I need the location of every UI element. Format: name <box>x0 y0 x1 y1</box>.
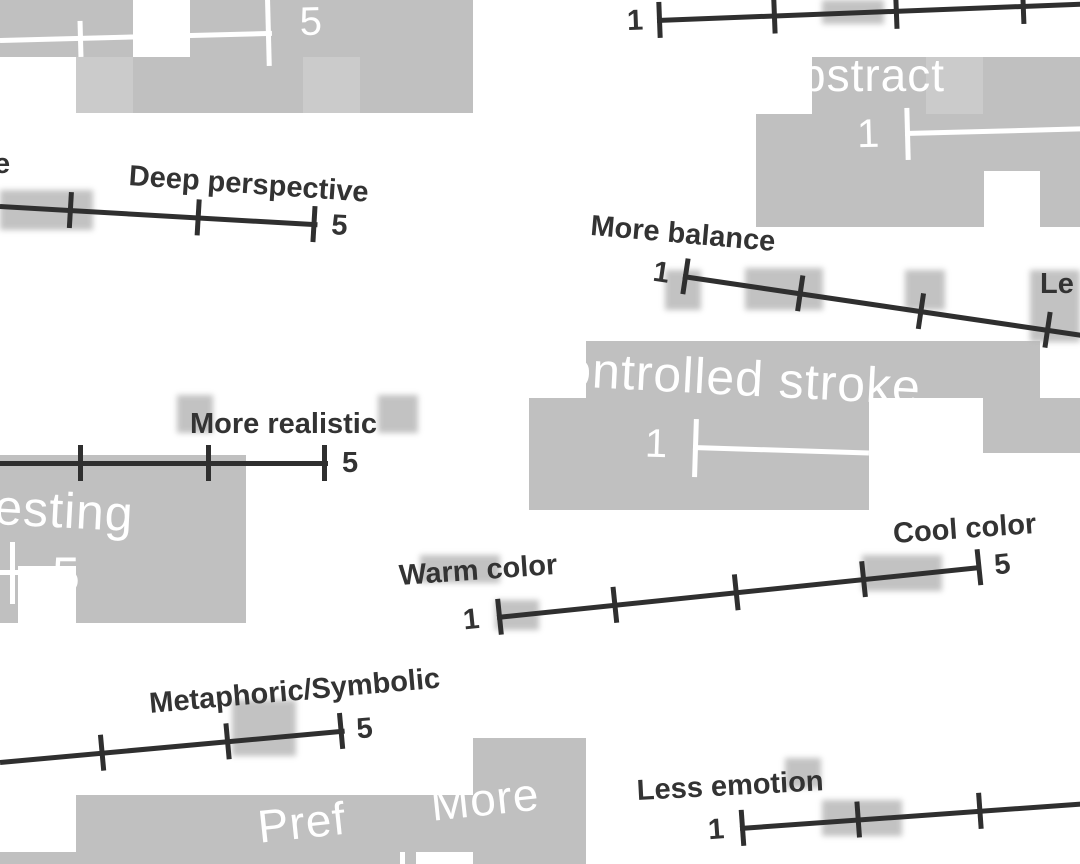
patch-more-gap <box>416 852 473 864</box>
patch-abstract-gap-1 <box>756 57 812 114</box>
scale-line <box>682 274 1080 341</box>
perspective-right-label: Deep perspective <box>127 160 370 209</box>
patch-bottom-left <box>0 852 76 864</box>
scale-tick <box>310 205 318 243</box>
patch-top-left-inner-2 <box>303 57 360 113</box>
scale-tick <box>771 0 778 34</box>
patch-top-left-inner <box>76 57 133 113</box>
scale-high-value: 5 <box>299 0 323 45</box>
patch-stroke-far <box>983 398 1080 453</box>
patch-prefer <box>76 795 416 864</box>
smudge <box>232 700 296 756</box>
scale-low-value: 1 <box>461 602 481 637</box>
scale-high-value: 5 <box>342 447 359 479</box>
emotion-left-label: Less emotion <box>636 765 825 807</box>
interesting-label: esting <box>0 478 136 543</box>
scale-tick <box>10 542 15 604</box>
patch-stroke-corner <box>1040 341 1080 398</box>
scale-tick <box>77 20 84 57</box>
scale-tick <box>1020 0 1027 25</box>
patch-stroke-right <box>869 341 1040 398</box>
scale-tick <box>194 199 202 236</box>
scale-high-value: 5 <box>330 209 349 243</box>
scale-low-value: 1 <box>626 4 644 38</box>
scale-line <box>0 570 40 575</box>
smudge <box>378 395 418 433</box>
scale-high-value: 5 <box>355 712 375 746</box>
prefer-label: Pref <box>255 791 349 853</box>
patch-abstract-light <box>926 57 983 114</box>
scale-line <box>0 461 328 466</box>
scale-tick <box>893 0 900 29</box>
abstract-label: bstract <box>800 49 946 101</box>
patch-top-left-white <box>0 57 76 113</box>
scale-low-value: 1 <box>706 813 726 847</box>
patch-more-top <box>473 738 586 795</box>
patch-abstract-gap-2 <box>984 171 1040 227</box>
smudge <box>785 758 821 788</box>
scale-tick <box>656 1 663 38</box>
scale-line <box>739 801 1080 831</box>
smudge <box>905 270 945 310</box>
scale-low-value: 1 <box>644 421 669 467</box>
prefer-tick <box>400 852 405 864</box>
balance-right-label: Le <box>1040 268 1074 300</box>
scale-tick <box>322 445 327 481</box>
more-label: More <box>428 767 542 831</box>
scale-high-value: 5 <box>992 548 1013 582</box>
scale-high-value: 5 <box>52 547 80 603</box>
scale-tick <box>78 445 83 481</box>
smudge <box>177 395 213 433</box>
perspective-left-label: e <box>0 148 11 180</box>
patch-stroke-gap <box>529 341 586 398</box>
realistic-right-label: More realistic <box>190 408 377 440</box>
smudge <box>420 555 500 583</box>
patch-interesting-gap <box>18 566 76 623</box>
scale-tick <box>974 549 984 586</box>
scale-low-value: 1 <box>856 111 880 157</box>
balance-left-label: More balance <box>589 210 777 259</box>
scale-tick <box>206 445 211 481</box>
scale-top-left-white-marker <box>133 0 190 57</box>
color-right-label: Cool color <box>892 507 1038 550</box>
